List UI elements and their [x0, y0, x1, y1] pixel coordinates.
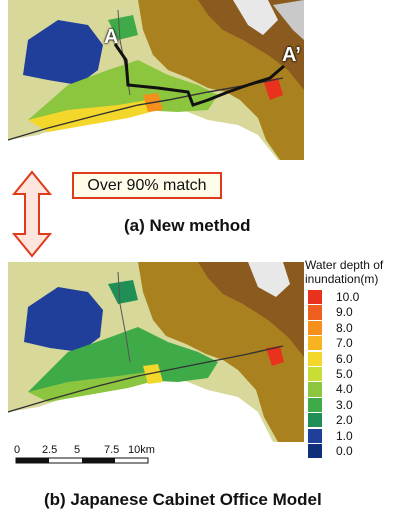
caption-new-method: (a) New method — [124, 216, 251, 235]
legend-swatch — [308, 382, 322, 397]
scale-bar-graphic — [15, 457, 149, 464]
green-valley — [108, 280, 138, 304]
legend-item: 9.0 — [308, 305, 398, 320]
legend-item: 4.0 — [308, 382, 398, 397]
double-arrow-icon — [12, 170, 52, 258]
cross-section-line — [113, 43, 285, 107]
legend-item: 1.0 — [308, 428, 398, 443]
legend-item: 3.0 — [308, 397, 398, 413]
legend-swatch — [308, 320, 322, 336]
yellow-zone — [143, 364, 163, 384]
match-callout: Over 90% match — [72, 172, 222, 199]
red-zone — [266, 346, 284, 366]
scale-tick-label: 2.5 — [42, 444, 58, 456]
legend-item: 0.0 — [308, 444, 398, 459]
legend-swatch — [308, 290, 322, 305]
caption-cabinet-office-model: (b) Japanese Cabinet Office Model — [44, 490, 322, 509]
legend-label: 5.0 — [336, 367, 353, 381]
scale-tick-label: 10km — [128, 444, 155, 456]
legend-swatch — [308, 444, 322, 459]
legend-swatch — [308, 413, 322, 428]
peak-terrain — [248, 262, 290, 297]
red-zone — [263, 78, 283, 100]
legend-label: 6.0 — [336, 351, 353, 366]
river — [117, 271, 131, 363]
peak-terrain — [233, 0, 278, 35]
legend-item: 2.0 — [308, 413, 398, 428]
map-new-method — [8, 0, 304, 160]
legend-swatch — [308, 397, 322, 413]
green-zone — [28, 60, 218, 125]
legend-label: 0.0 — [336, 444, 353, 458]
map-label-a-prime: A’ — [282, 44, 301, 66]
legend-label: 9.0 — [336, 305, 353, 320]
legend-label: 8.0 — [336, 320, 353, 335]
green-zone — [28, 327, 218, 397]
mountain-terrain — [198, 0, 304, 90]
map-label-a: A — [104, 26, 119, 48]
legend-label: 10.0 — [336, 290, 360, 304]
legend-item: 10.0 — [308, 290, 398, 305]
legend-swatch — [308, 351, 322, 366]
legend-label: 7.0 — [336, 336, 353, 351]
coastline — [8, 345, 284, 413]
map-cabinet-office-model — [8, 262, 304, 442]
deep-blue-zone — [24, 287, 103, 352]
legend-label: 4.0 — [336, 382, 353, 397]
peak-terrain-2 — [273, 0, 304, 40]
scale-tick-label: 0 — [14, 444, 21, 456]
legend-item: 5.0 — [308, 367, 398, 382]
scale-tick-label: 5 — [74, 444, 81, 456]
legend-label: 1.0 — [336, 428, 353, 443]
legend-item: 6.0 — [308, 351, 398, 366]
legend-label: 2.0 — [336, 413, 353, 428]
scale-tick-label: 7.5 — [104, 444, 120, 456]
legend-swatch — [308, 305, 322, 320]
scale-bar: 0 2.5 5 7.5 10km — [12, 444, 162, 474]
legend-swatch — [308, 367, 322, 382]
legend-item: 8.0 — [308, 320, 398, 336]
legend-label: 3.0 — [336, 397, 353, 412]
legend-item: 7.0 — [308, 336, 398, 351]
green-valley — [108, 15, 138, 40]
legend-swatch — [308, 336, 322, 351]
legend-title: Water depth of inundation(m) — [305, 258, 384, 286]
deep-blue-zone — [23, 20, 103, 85]
legend-swatch — [308, 428, 322, 443]
